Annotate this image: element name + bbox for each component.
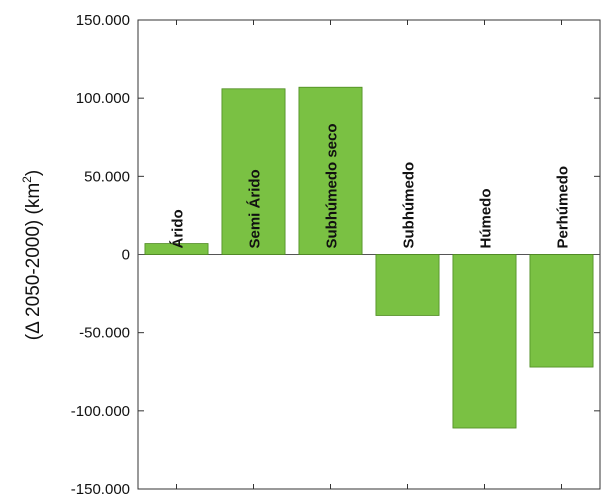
- bar: [375, 254, 440, 316]
- bars: [144, 86, 594, 429]
- y-axis-title-suffix: ): [23, 170, 44, 176]
- bar: [221, 88, 286, 255]
- y-tick-label: 50.000: [84, 168, 130, 185]
- category-label: Árido: [170, 209, 187, 248]
- bar: [144, 243, 209, 255]
- category-label: Perhúmedo: [555, 166, 572, 249]
- y-tick-label: -150.000: [71, 481, 130, 497]
- y-axis-title: (Δ 2050-2000) (km2): [20, 170, 44, 340]
- y-axis-title-superscript: 2: [20, 176, 34, 183]
- axes: 150.000 100.000 50.000 0 -50.000 -100.000 -150…: [71, 12, 601, 498]
- category-label: Húmedo: [478, 189, 495, 249]
- y-tick-label: 0: [122, 247, 130, 264]
- category-label: Subhúmedo: [401, 162, 418, 249]
- y-tick-label: -100.000: [71, 403, 130, 420]
- bar: [298, 86, 363, 255]
- y-tick-label: 100.000: [76, 90, 130, 107]
- bar: [452, 254, 517, 429]
- labels: Árido Semi Árido Subhúmedo seco Subhúmedo Hú…: [170, 123, 572, 248]
- category-label: Semi Árido: [247, 169, 264, 248]
- bar: [529, 254, 594, 368]
- y-tick-label: 150.000: [76, 12, 130, 29]
- y-axis-title-main: (Δ 2050-2000) (km: [23, 183, 44, 340]
- y-tick-label: -50.000: [79, 325, 130, 342]
- category-label: Subhúmedo seco: [324, 123, 341, 248]
